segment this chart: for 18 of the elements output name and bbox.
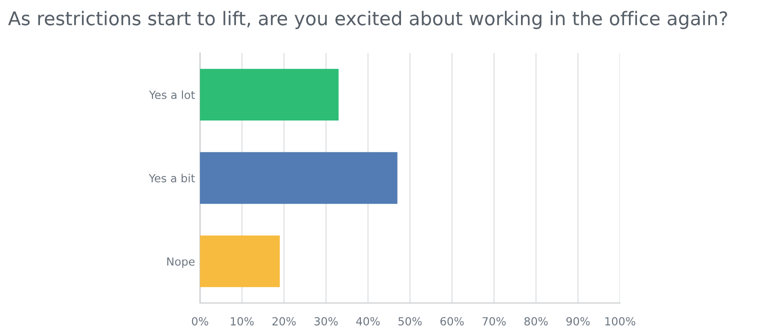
x-tick-label: 80% — [524, 317, 548, 326]
bar — [200, 68, 339, 120]
x-tick-label: 20% — [272, 317, 296, 326]
x-tick-label: 100% — [605, 317, 636, 326]
x-tick-label: 30% — [314, 317, 338, 326]
x-tick-label: 0% — [192, 317, 208, 326]
bar — [200, 152, 398, 204]
x-tick-label: 60% — [440, 317, 464, 326]
x-tick-label: 40% — [356, 317, 380, 326]
bar — [200, 236, 280, 288]
y-tick-label: Nope — [167, 257, 195, 268]
y-tick-label: Yes a bit — [148, 174, 195, 182]
x-tick-label: 70% — [482, 317, 506, 326]
x-tick-label: 50% — [398, 317, 422, 326]
x-tick-label: 90% — [566, 317, 590, 326]
y-tick-label: Yes a lot — [149, 90, 195, 100]
chart-title: As restrictions start to lift, are you excited about working in the office again? — [8, 10, 728, 30]
x-tick-label: 10% — [230, 317, 254, 326]
